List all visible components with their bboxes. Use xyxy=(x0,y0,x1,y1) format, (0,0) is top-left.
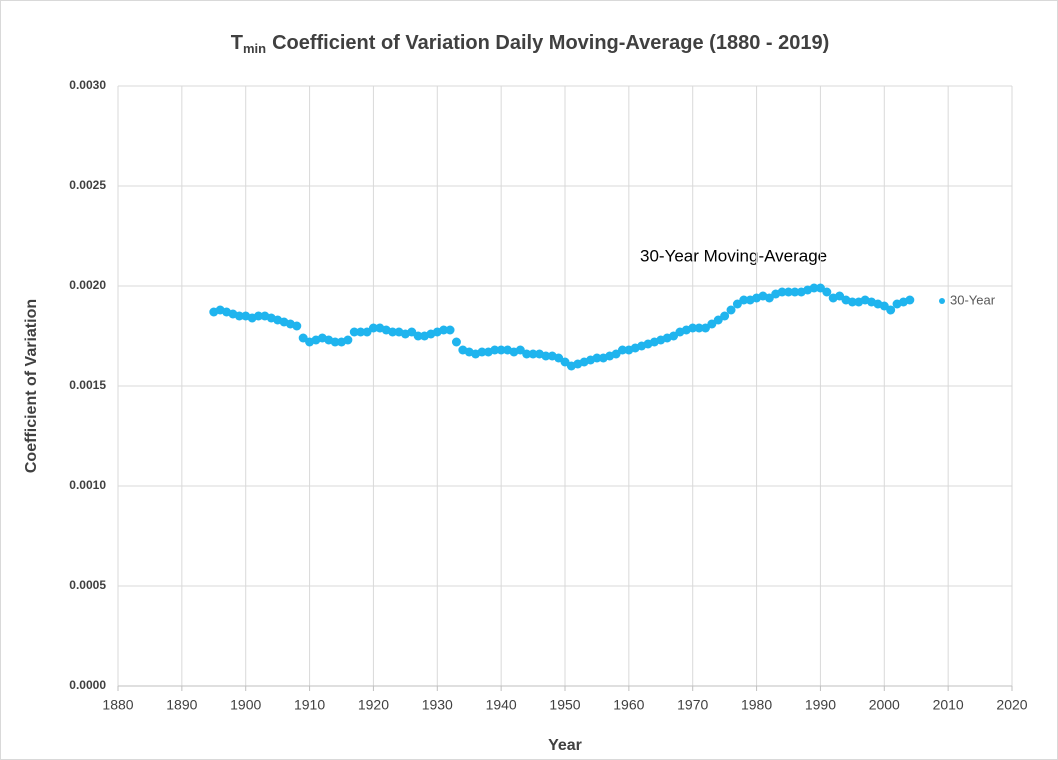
point xyxy=(413,331,423,341)
y-tick-label: 0.0030 xyxy=(69,78,106,92)
x-axis-label: Year xyxy=(548,737,582,754)
point xyxy=(726,305,736,315)
y-axis-label: Coefficient of Variation xyxy=(23,299,40,473)
point xyxy=(777,287,787,297)
x-tick-label: 1930 xyxy=(422,697,453,713)
point xyxy=(477,347,487,357)
title-subscript: min xyxy=(243,41,266,56)
point xyxy=(343,335,353,345)
x-tick-label: 2010 xyxy=(933,697,964,713)
title-text: Coefficient of Variation Daily Moving-Av… xyxy=(272,32,829,54)
point xyxy=(847,297,857,307)
point xyxy=(253,311,263,321)
legend-marker xyxy=(939,298,945,304)
point xyxy=(528,349,538,359)
point xyxy=(451,337,461,347)
x-tick-label: 1950 xyxy=(549,697,580,713)
x-tick-label: 1920 xyxy=(358,697,389,713)
x-tick-label: 1890 xyxy=(166,697,197,713)
point xyxy=(886,305,896,315)
point xyxy=(234,311,244,321)
point xyxy=(541,351,551,361)
point xyxy=(617,345,627,355)
x-tick-label: 1910 xyxy=(294,697,325,713)
annotation: 30-Year Moving-Average xyxy=(640,246,827,265)
point xyxy=(592,353,602,363)
point xyxy=(490,345,500,355)
x-tick-label: 1960 xyxy=(613,697,644,713)
point xyxy=(809,283,819,293)
x-tick-label: 2020 xyxy=(996,697,1027,713)
point xyxy=(356,327,366,337)
point xyxy=(330,337,340,347)
x-tick-label: 1880 xyxy=(102,697,133,713)
x-tick-label: 1990 xyxy=(805,697,836,713)
y-tick-label: 0.0020 xyxy=(69,278,106,292)
x-tick-label: 1900 xyxy=(230,697,261,713)
x-tick-label: 1940 xyxy=(486,697,517,713)
y-tick-label: 0.0010 xyxy=(69,478,106,492)
legend-label: 30-Year xyxy=(950,292,996,307)
point xyxy=(739,295,749,305)
point xyxy=(822,287,832,297)
x-tick-label: 1980 xyxy=(741,697,772,713)
y-tick-label: 0.0025 xyxy=(69,178,106,192)
point xyxy=(439,325,449,335)
y-tick-label: 0.0005 xyxy=(69,578,106,592)
point xyxy=(368,323,378,333)
point xyxy=(694,323,704,333)
point xyxy=(720,311,730,321)
point xyxy=(688,323,698,333)
point xyxy=(790,287,800,297)
point xyxy=(292,321,302,331)
x-tick-label: 1970 xyxy=(677,697,708,713)
point xyxy=(445,325,455,335)
point xyxy=(349,327,359,337)
y-tick-label: 0.0000 xyxy=(69,678,106,692)
point xyxy=(496,345,506,355)
point xyxy=(784,287,793,297)
point xyxy=(388,327,398,337)
point xyxy=(522,349,532,359)
x-tick-label: 2000 xyxy=(869,697,900,713)
point xyxy=(905,295,915,305)
title-symbol: T xyxy=(231,32,243,54)
chart-title: Tmin Coefficient of Variation Daily Movin… xyxy=(231,32,830,56)
y-tick-label: 0.0015 xyxy=(69,378,106,392)
